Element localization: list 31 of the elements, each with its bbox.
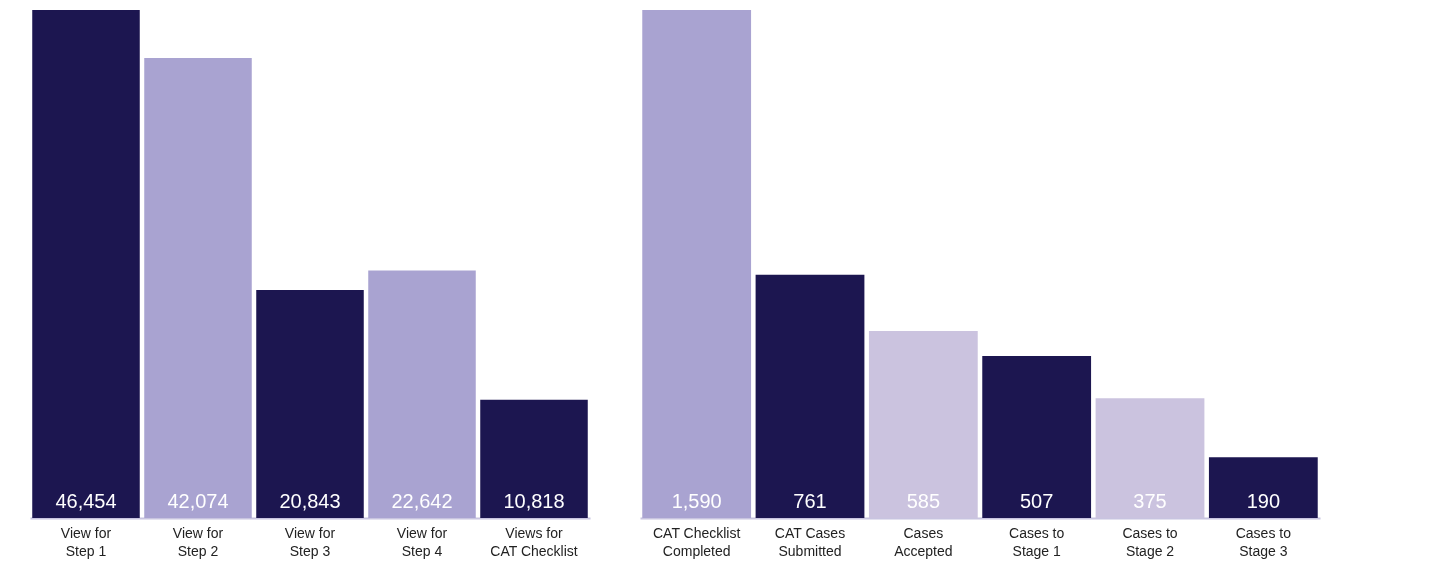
data-label: 46,454: [55, 490, 117, 512]
data-label: 22,642: [391, 490, 453, 512]
data-label: 42,074: [167, 490, 229, 512]
data-label: 507: [1019, 490, 1054, 512]
bar: [368, 270, 476, 518]
bar: [256, 290, 364, 518]
data-label: 375: [1133, 490, 1167, 512]
x-tick-label: CAT Cases Submitted: [774, 524, 846, 559]
data-label: 190: [1246, 490, 1281, 512]
bar: [1208, 457, 1318, 518]
data-label: 20,843: [279, 490, 341, 512]
x-tick-label: Cases to Stage 2: [1122, 524, 1178, 559]
data-label: 585: [906, 490, 941, 512]
bar: [144, 57, 252, 518]
x-tick-label: Views for CAT Checklist: [490, 524, 578, 559]
x-tick-label: View for Step 3: [284, 524, 336, 559]
data-label: 1,590: [671, 490, 722, 512]
x-tick-label: View for Step 4: [396, 524, 448, 559]
bar: [642, 10, 752, 518]
bar: [755, 274, 865, 518]
bar: [480, 399, 588, 518]
x-tick-label: CAT Checklist Completed: [652, 524, 741, 559]
data-label: 761: [793, 490, 827, 512]
x-tick-label: Cases Accepted: [894, 524, 953, 559]
x-tick-label: View for Step 2: [172, 524, 224, 559]
x-tick-label: Cases to Stage 1: [1009, 524, 1065, 559]
bar: [32, 10, 140, 518]
data-label: 10,818: [503, 490, 565, 512]
x-tick-label: Cases to Stage 3: [1235, 524, 1292, 559]
x-tick-label: View for Step 1: [60, 524, 112, 559]
bar: [982, 356, 1092, 518]
